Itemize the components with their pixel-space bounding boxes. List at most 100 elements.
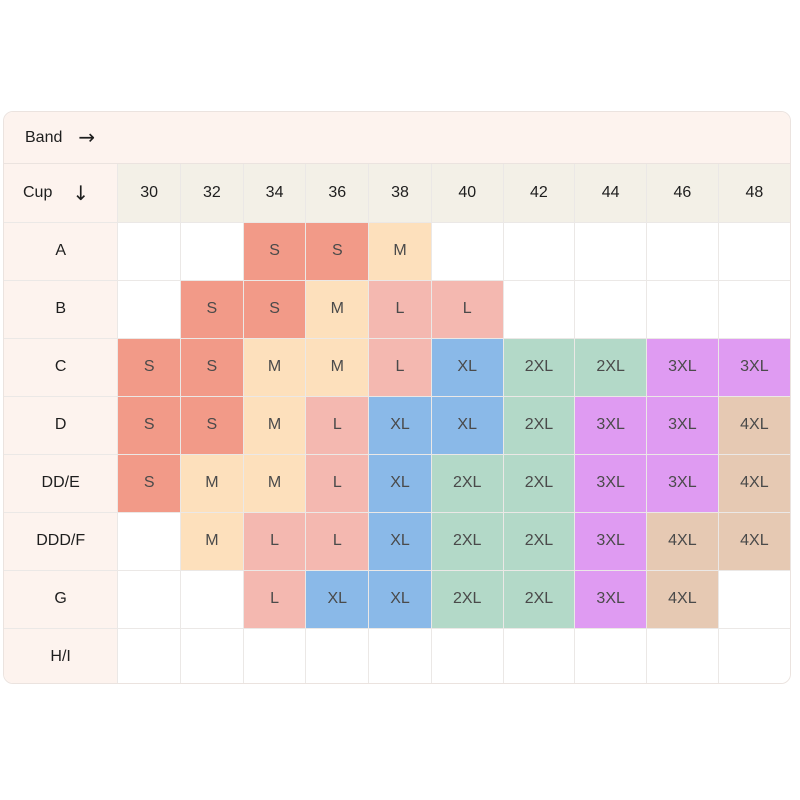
band-header-48: 48 [717,164,790,223]
arrow-down-icon: ↓ [72,180,90,205]
cup-row-label: DDD/F [4,511,119,571]
empty-cell [180,221,244,281]
size-cell: 3XL [646,337,719,397]
band-axis-header: Band → [4,112,790,164]
cup-row-label: C [4,337,119,397]
size-cell: 2XL [502,511,576,571]
size-cell: 4XL [717,395,790,455]
cup-row-label: B [4,279,119,339]
size-cell: M [242,395,307,455]
empty-cell [574,221,648,281]
size-cell: L [368,279,432,339]
empty-cell [717,279,790,339]
size-cell: 3XL [574,511,648,571]
empty-cell [646,279,719,339]
size-cell: 2XL [430,453,504,513]
band-header-row: Cup ↓ 30 32 34 36 38 40 42 44 46 48 [4,164,790,223]
empty-cell [717,627,790,683]
size-cell: M [242,337,307,397]
size-cell: 3XL [646,453,719,513]
empty-cell [574,627,648,683]
band-axis-label: Band [25,128,63,146]
arrow-right-icon: → [78,124,96,149]
size-cell: M [305,337,370,397]
empty-cell [646,221,719,281]
size-cell: XL [368,453,432,513]
size-cell: 2XL [502,569,576,629]
size-cell: 2XL [574,337,648,397]
empty-cell [646,627,719,683]
table-row: DD/E S M M L XL 2XL 2XL 3XL 3XL 4XL [4,453,790,513]
size-cell: L [430,279,504,339]
size-cell: 3XL [646,395,719,455]
size-cell: L [305,395,370,455]
size-cell: XL [430,337,504,397]
empty-cell [117,511,182,571]
table-row: D S S M L XL XL 2XL 3XL 3XL 4XL [4,395,790,455]
size-cell: 2XL [502,337,576,397]
size-cell: M [242,453,307,513]
size-cell: 3XL [717,337,790,397]
empty-cell [180,569,244,629]
size-cell: S [117,395,182,455]
empty-cell [368,627,432,683]
band-header-40: 40 [430,164,504,223]
band-header-46: 46 [646,164,719,223]
size-cell: XL [305,569,370,629]
size-cell: 3XL [574,395,648,455]
band-header-30: 30 [117,164,182,223]
cup-row-label: DD/E [4,453,119,513]
size-cell: XL [368,569,432,629]
size-cell: 4XL [646,511,719,571]
size-cell: XL [368,395,432,455]
cup-row-label: H/I [4,627,119,683]
table-row: DDD/F M L L XL 2XL 2XL 3XL 4XL 4XL [4,511,790,571]
size-cell: L [305,453,370,513]
size-cell: S [180,279,244,339]
empty-cell [717,221,790,281]
size-cell: 2XL [430,569,504,629]
empty-cell [430,221,504,281]
size-cell: XL [368,511,432,571]
size-cell: 2XL [430,511,504,571]
band-header-44: 44 [574,164,648,223]
empty-cell [117,627,182,683]
band-header-32: 32 [180,164,244,223]
size-cell: 4XL [717,453,790,513]
cup-row-label: A [4,221,119,281]
size-cell: XL [430,395,504,455]
empty-cell [180,627,244,683]
empty-cell [117,569,182,629]
empty-cell [117,221,182,281]
cup-axis-label: Cup [23,183,53,201]
band-header-36: 36 [305,164,370,223]
band-header-34: 34 [242,164,307,223]
size-cell: 4XL [646,569,719,629]
size-chart-card: Band → Cup ↓ 30 [3,111,791,684]
size-cell: S [305,221,370,281]
size-cell: S [117,453,182,513]
cup-row-label: D [4,395,119,455]
table-row: G L XL XL 2XL 2XL 3XL 4XL [4,569,790,629]
size-cell: L [242,511,307,571]
cup-axis-header: Cup ↓ [4,164,119,223]
size-cell: L [305,511,370,571]
empty-cell [502,279,576,339]
cup-row-label: G [4,569,119,629]
table-row: H/I [4,627,790,683]
size-cell: S [242,279,307,339]
size-cell: S [180,337,244,397]
size-cell: M [180,511,244,571]
empty-cell [502,221,576,281]
empty-cell [430,627,504,683]
empty-cell [574,279,648,339]
size-cell: 3XL [574,453,648,513]
size-cell: 2XL [502,395,576,455]
size-cell: S [117,337,182,397]
size-cell: 2XL [502,453,576,513]
empty-cell [117,279,182,339]
size-cell: M [305,279,370,339]
